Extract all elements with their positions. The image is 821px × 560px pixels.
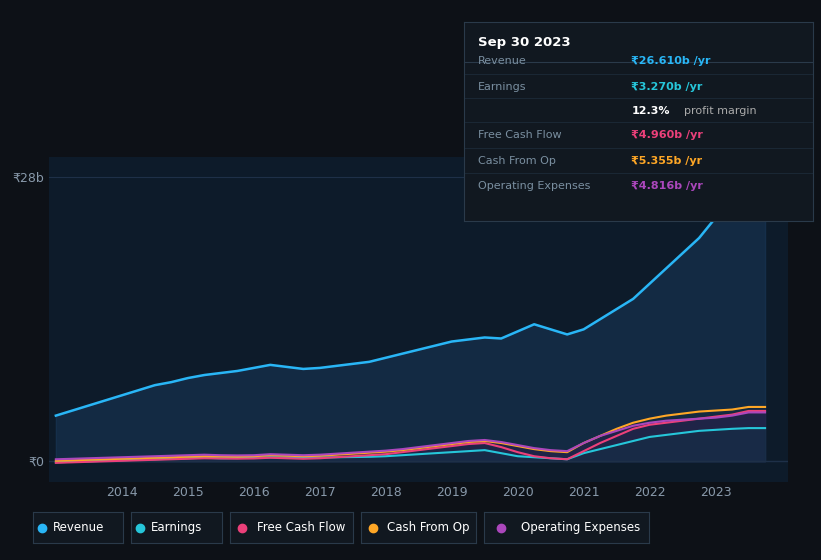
Text: Cash From Op: Cash From Op — [387, 521, 469, 534]
Text: Revenue: Revenue — [478, 56, 526, 66]
Text: Operating Expenses: Operating Expenses — [478, 181, 590, 192]
Text: ₹4.816b /yr: ₹4.816b /yr — [631, 181, 704, 192]
Text: Free Cash Flow: Free Cash Flow — [257, 521, 346, 534]
Text: ₹5.355b /yr: ₹5.355b /yr — [631, 156, 703, 166]
Text: Sep 30 2023: Sep 30 2023 — [478, 36, 571, 49]
Text: Earnings: Earnings — [478, 82, 526, 92]
Text: Operating Expenses: Operating Expenses — [521, 521, 640, 534]
Text: Free Cash Flow: Free Cash Flow — [478, 130, 562, 139]
Text: Cash From Op: Cash From Op — [478, 156, 556, 166]
Text: ₹4.960b /yr: ₹4.960b /yr — [631, 130, 704, 139]
Text: ₹26.610b /yr: ₹26.610b /yr — [631, 56, 711, 66]
Text: profit margin: profit margin — [684, 106, 756, 116]
Text: Earnings: Earnings — [151, 521, 203, 534]
Text: Revenue: Revenue — [53, 521, 104, 534]
Text: ₹3.270b /yr: ₹3.270b /yr — [631, 82, 703, 92]
Text: 12.3%: 12.3% — [631, 106, 670, 116]
